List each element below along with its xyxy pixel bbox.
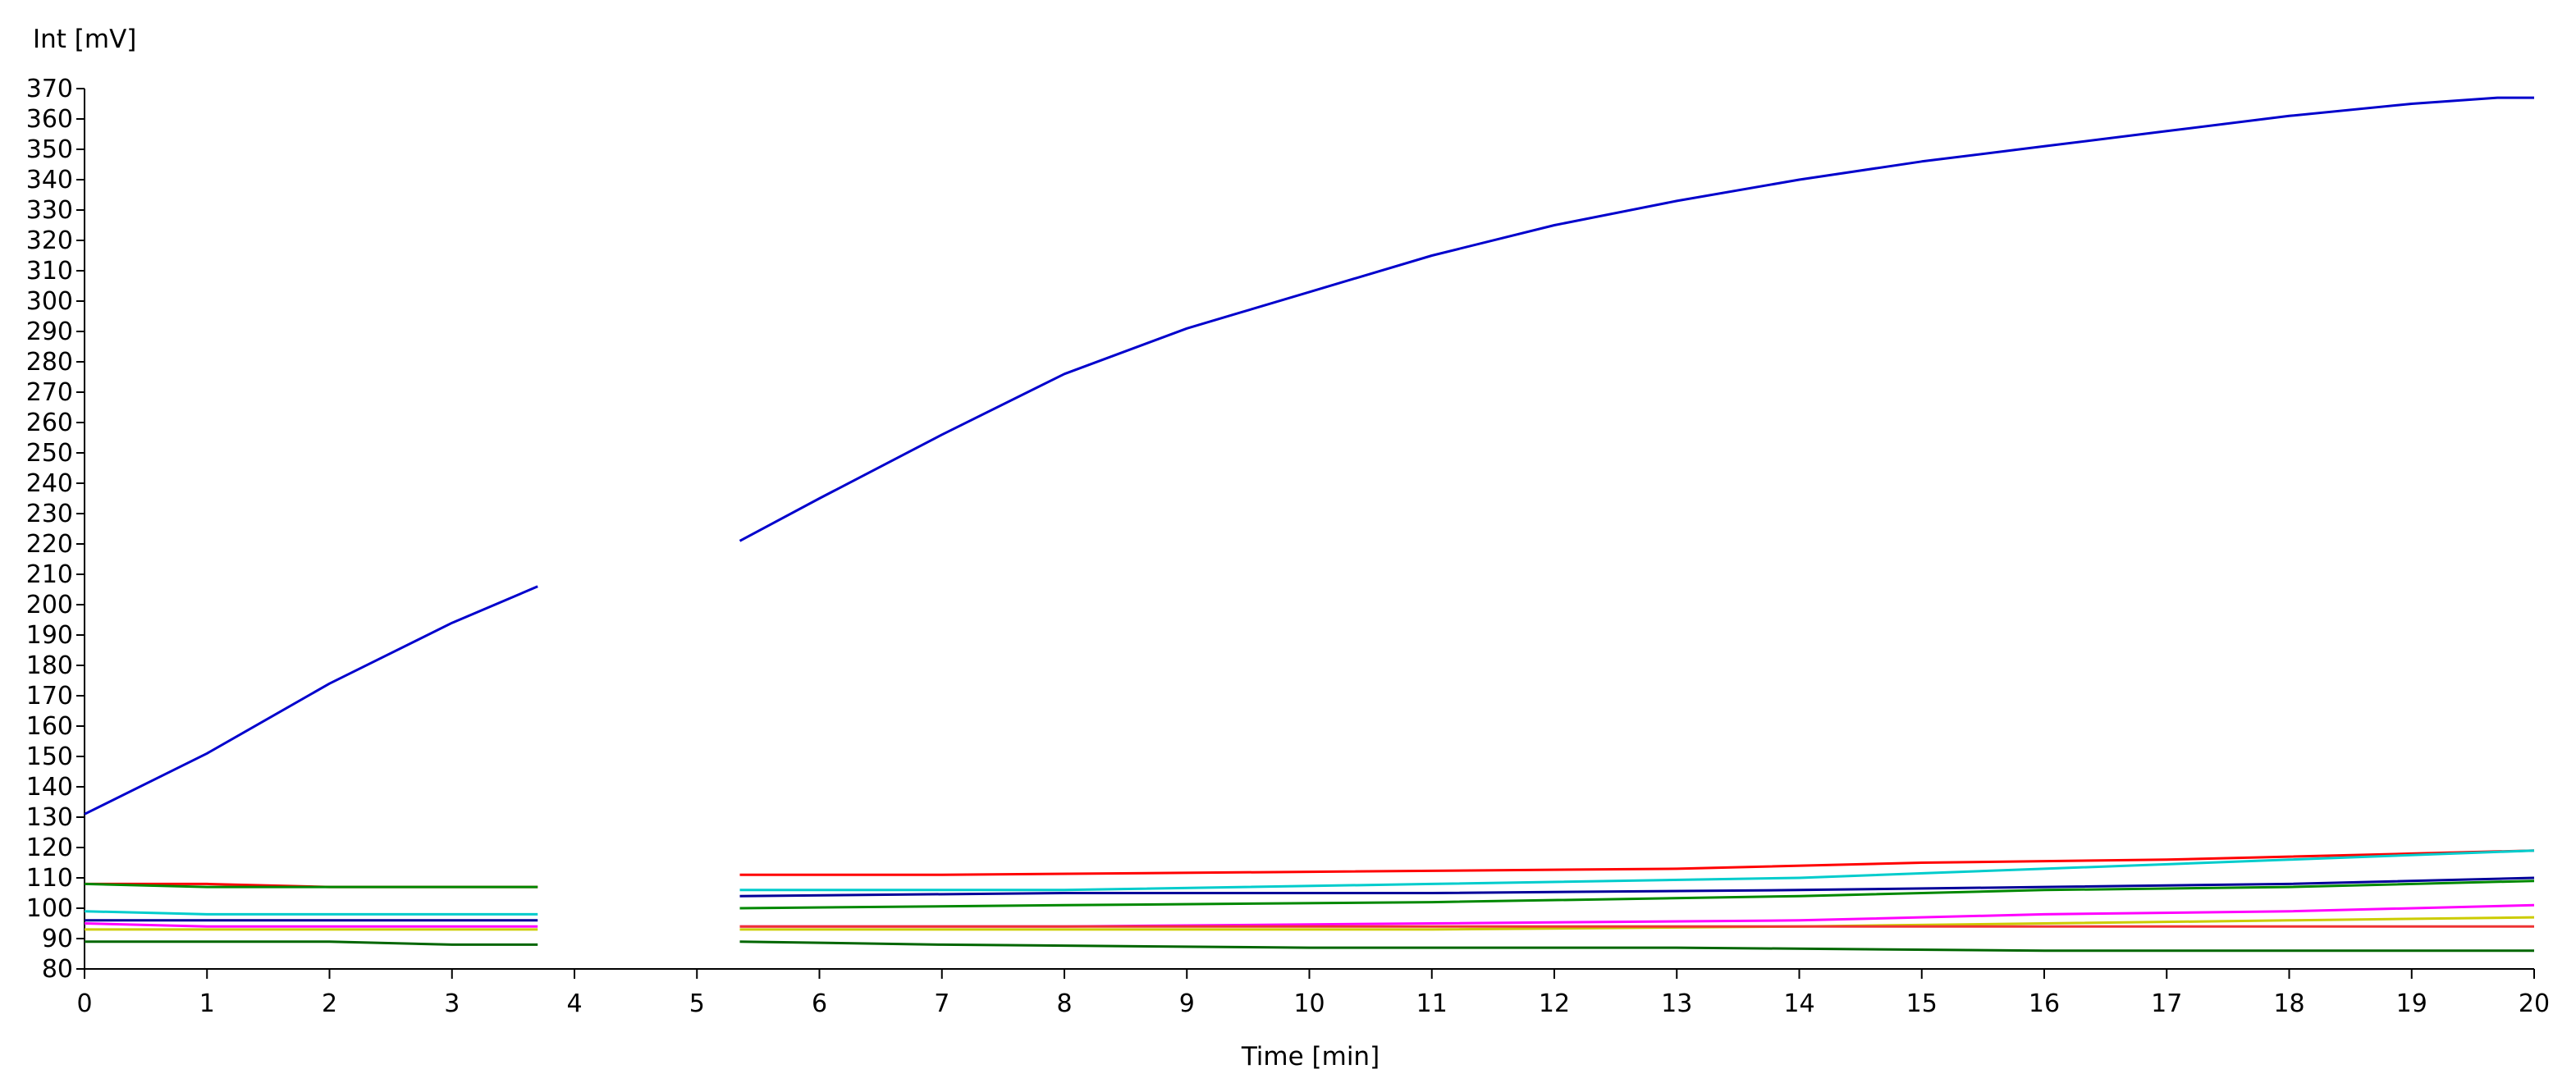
y-tick-label: 250 — [26, 439, 73, 468]
x-tick-label: 3 — [444, 989, 460, 1018]
series-line — [739, 880, 2535, 910]
series-line — [739, 849, 2535, 876]
y-tick-label: 140 — [26, 773, 73, 802]
y-tick-label: 240 — [26, 469, 73, 498]
y-tick-label: 370 — [26, 75, 73, 103]
y-tick-label: 280 — [26, 348, 73, 377]
series-line — [739, 849, 2535, 892]
y-tick-label: 210 — [26, 560, 73, 589]
series-line — [739, 96, 2534, 542]
y-axis-label: Int [mV] — [33, 25, 136, 54]
axes: 8090100110120130140150160170180190200210… — [26, 75, 2550, 1018]
y-tick-label: 330 — [26, 196, 73, 225]
x-tick-label: 15 — [1906, 989, 1938, 1018]
series-line — [739, 940, 2534, 953]
x-tick-label: 18 — [2273, 989, 2304, 1018]
series-line — [739, 903, 2535, 928]
series-line — [84, 882, 538, 889]
x-tick-label: 6 — [812, 989, 827, 1018]
series-2 — [85, 849, 2535, 889]
x-tick-label: 13 — [1661, 989, 1692, 1018]
y-tick-label: 120 — [26, 834, 73, 862]
y-tick-label: 160 — [26, 712, 73, 741]
x-tick-label: 0 — [76, 989, 92, 1018]
y-tick-label: 220 — [26, 530, 73, 559]
x-tick-label: 2 — [322, 989, 337, 1018]
x-tick-label: 14 — [1783, 989, 1814, 1018]
x-axis-label: Time [min] — [1241, 1042, 1380, 1071]
series-line — [85, 940, 538, 946]
y-tick-label: 200 — [26, 591, 73, 619]
x-tick-label: 16 — [2029, 989, 2060, 1018]
x-tick-label: 9 — [1179, 989, 1195, 1018]
y-tick-label: 290 — [26, 318, 73, 346]
y-tick-label: 360 — [26, 105, 73, 134]
y-tick-label: 180 — [26, 651, 73, 680]
x-tick-label: 7 — [934, 989, 949, 1018]
series-line — [84, 585, 538, 816]
x-tick-label: 12 — [1539, 989, 1570, 1018]
x-tick-label: 1 — [199, 989, 215, 1018]
x-tick-label: 17 — [2151, 989, 2182, 1018]
y-tick-label: 110 — [26, 864, 73, 893]
y-tick-label: 270 — [26, 378, 73, 407]
series-3 — [84, 849, 2535, 916]
series-line — [84, 922, 538, 928]
y-tick-label: 300 — [26, 287, 73, 316]
series-line — [84, 910, 538, 916]
y-tick-label: 100 — [26, 894, 73, 923]
y-tick-label: 320 — [26, 226, 73, 255]
series-line — [739, 876, 2535, 898]
x-tick-label: 5 — [689, 989, 705, 1018]
y-tick-label: 190 — [26, 621, 73, 650]
x-tick-label: 4 — [566, 989, 582, 1018]
x-tick-label: 19 — [2396, 989, 2427, 1018]
x-tick-label: 10 — [1293, 989, 1325, 1018]
y-tick-label: 150 — [26, 742, 73, 771]
y-tick-label: 310 — [26, 257, 73, 286]
y-tick-label: 80 — [42, 955, 73, 984]
x-tick-label: 20 — [2519, 989, 2550, 1018]
y-tick-label: 90 — [42, 925, 73, 953]
y-tick-label: 130 — [26, 803, 73, 832]
series-4 — [84, 880, 2535, 910]
series-1 — [84, 96, 2534, 816]
series-5 — [85, 876, 2535, 922]
y-tick-label: 170 — [26, 682, 73, 710]
series-9 — [85, 940, 2534, 953]
y-tick-label: 350 — [26, 135, 73, 164]
series-layer — [84, 96, 2535, 953]
series-6 — [84, 903, 2535, 928]
x-tick-label: 11 — [1416, 989, 1448, 1018]
x-tick-label: 8 — [1056, 989, 1072, 1018]
y-tick-label: 230 — [26, 500, 73, 528]
y-tick-label: 260 — [26, 409, 73, 437]
y-tick-label: 340 — [26, 166, 73, 194]
